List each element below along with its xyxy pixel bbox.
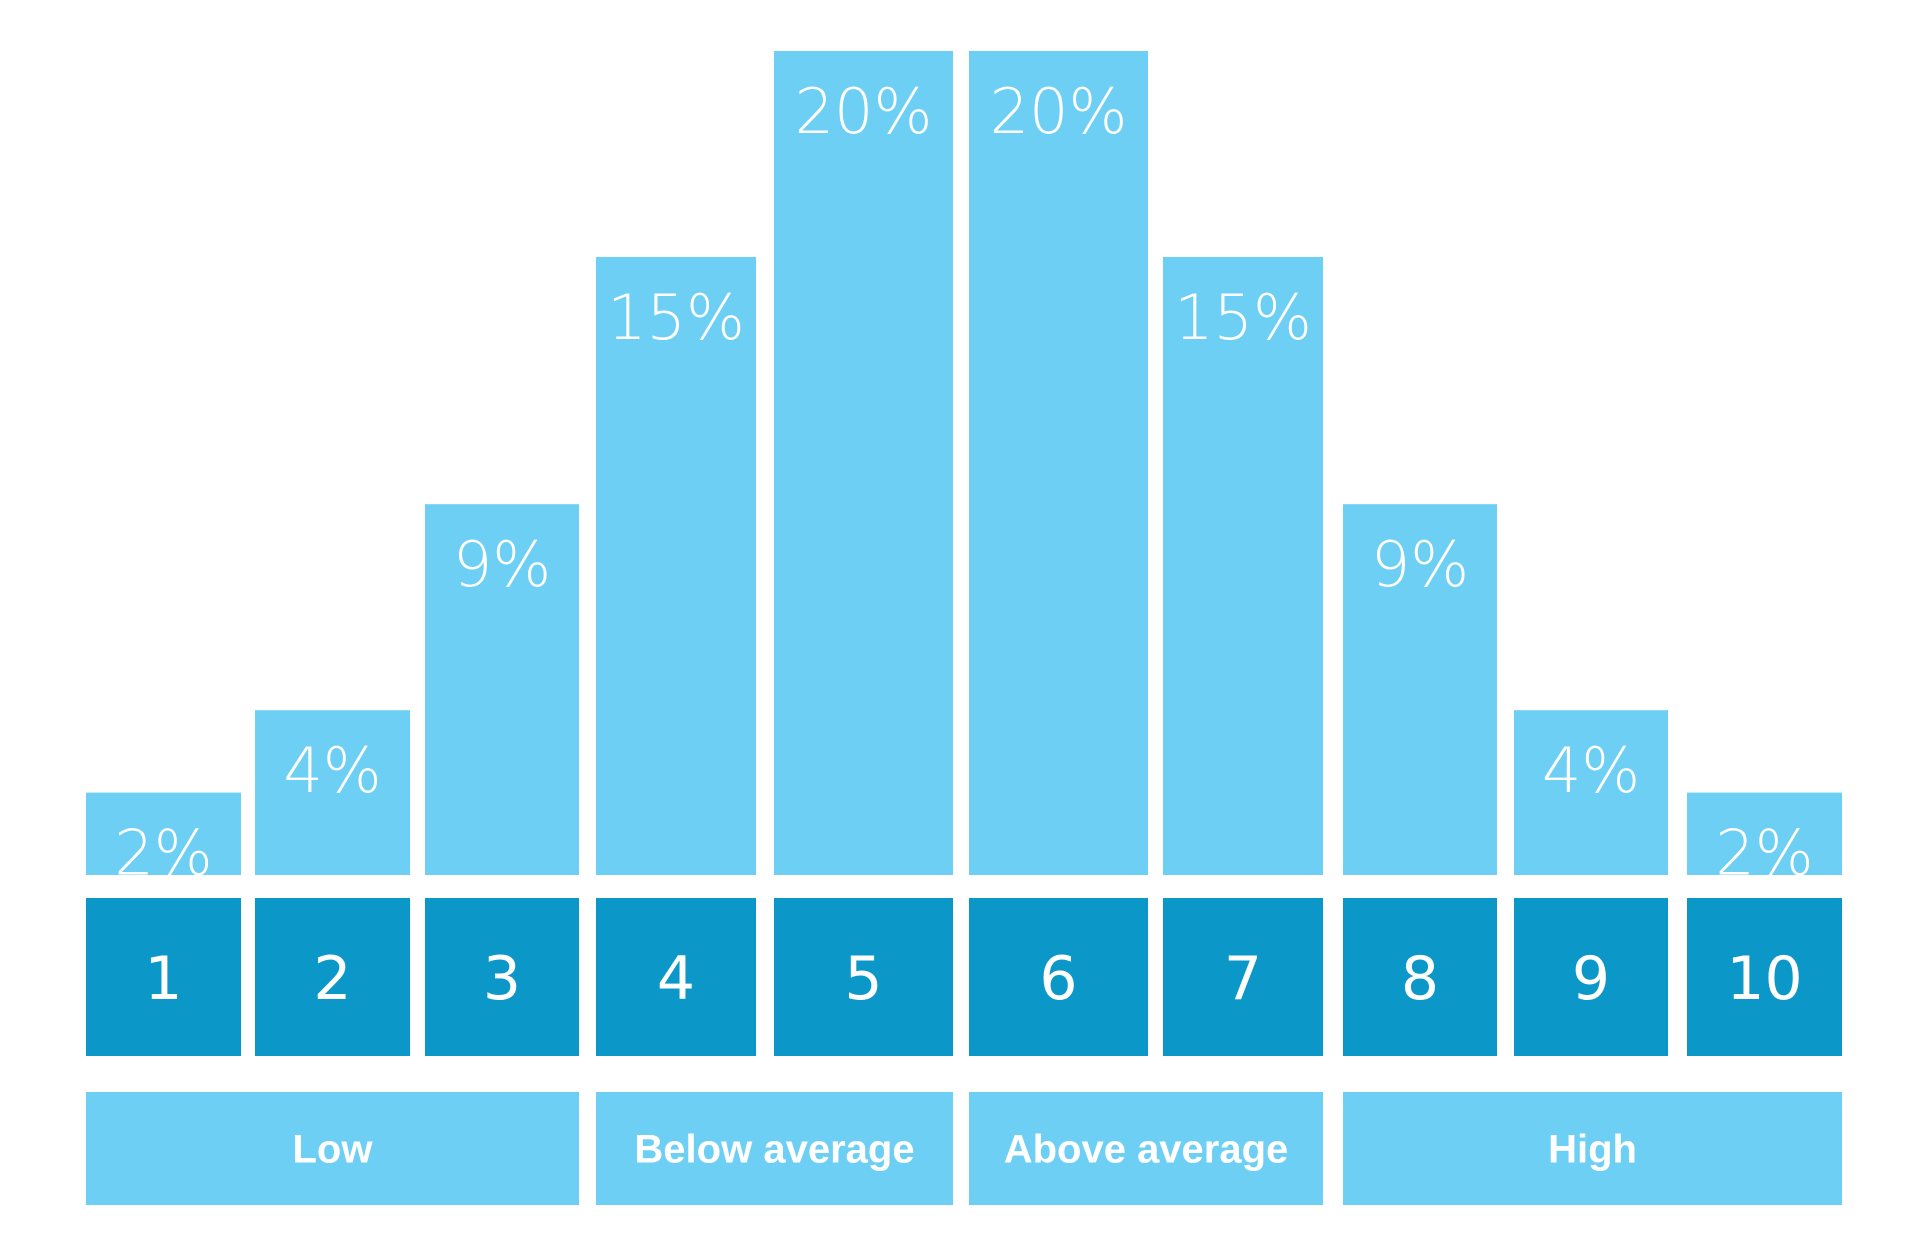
bars-layer: 2% 4% 9% 15% 20% 20% 15% 9% 4% 2% bbox=[86, 51, 1842, 890]
bar-7 bbox=[1163, 257, 1323, 875]
group-box-1 bbox=[596, 1092, 953, 1205]
category-row: 1 2 3 4 5 6 7 8 9 10 bbox=[86, 898, 1842, 1056]
group-label-1: Below average bbox=[634, 1128, 914, 1172]
category-label-1: 1 bbox=[144, 944, 182, 1014]
value-label-3: 9% bbox=[453, 528, 551, 601]
bar-9 bbox=[1514, 710, 1668, 875]
value-label-1: 2% bbox=[114, 817, 212, 890]
group-label-2: Above average bbox=[1004, 1128, 1289, 1172]
category-label-2: 2 bbox=[313, 944, 351, 1014]
bar-3 bbox=[425, 504, 579, 875]
category-label-5: 5 bbox=[844, 944, 882, 1014]
value-label-5: 20% bbox=[795, 75, 933, 148]
category-label-10: 10 bbox=[1726, 944, 1802, 1014]
group-row: Low Below average Above average High bbox=[86, 1092, 1842, 1205]
bar-1 bbox=[86, 792, 241, 875]
category-label-7: 7 bbox=[1224, 944, 1262, 1014]
group-label-0: Low bbox=[293, 1128, 374, 1172]
category-box-10 bbox=[1687, 898, 1842, 1056]
value-label-10: 2% bbox=[1715, 817, 1813, 890]
value-label-8: 9% bbox=[1371, 528, 1469, 601]
category-box-5 bbox=[774, 898, 953, 1056]
category-box-9 bbox=[1514, 898, 1668, 1056]
category-label-9: 9 bbox=[1572, 944, 1610, 1014]
category-box-6 bbox=[969, 898, 1148, 1056]
category-label-4: 4 bbox=[657, 944, 695, 1014]
category-box-4 bbox=[596, 898, 756, 1056]
category-box-2 bbox=[255, 898, 410, 1056]
category-box-3 bbox=[425, 898, 579, 1056]
group-box-0 bbox=[86, 1092, 579, 1205]
bar-5 bbox=[774, 51, 953, 875]
bar-10 bbox=[1687, 792, 1842, 875]
category-label-8: 8 bbox=[1401, 944, 1439, 1014]
category-label-6: 6 bbox=[1039, 944, 1077, 1014]
category-box-7 bbox=[1163, 898, 1323, 1056]
bar-2 bbox=[255, 710, 410, 875]
category-box-8 bbox=[1343, 898, 1497, 1056]
value-label-2: 4% bbox=[283, 734, 381, 807]
value-label-4: 15% bbox=[607, 281, 745, 354]
category-box-1 bbox=[86, 898, 241, 1056]
category-label-3: 3 bbox=[483, 944, 521, 1014]
group-box-3 bbox=[1343, 1092, 1842, 1205]
bar-6 bbox=[969, 51, 1148, 875]
value-label-6: 20% bbox=[990, 75, 1128, 148]
group-label-3: High bbox=[1548, 1128, 1637, 1172]
value-label-9: 4% bbox=[1542, 734, 1640, 807]
bar-8 bbox=[1343, 504, 1497, 875]
bar-4 bbox=[596, 257, 756, 875]
value-label-7: 15% bbox=[1174, 281, 1312, 354]
group-box-2 bbox=[969, 1092, 1323, 1205]
